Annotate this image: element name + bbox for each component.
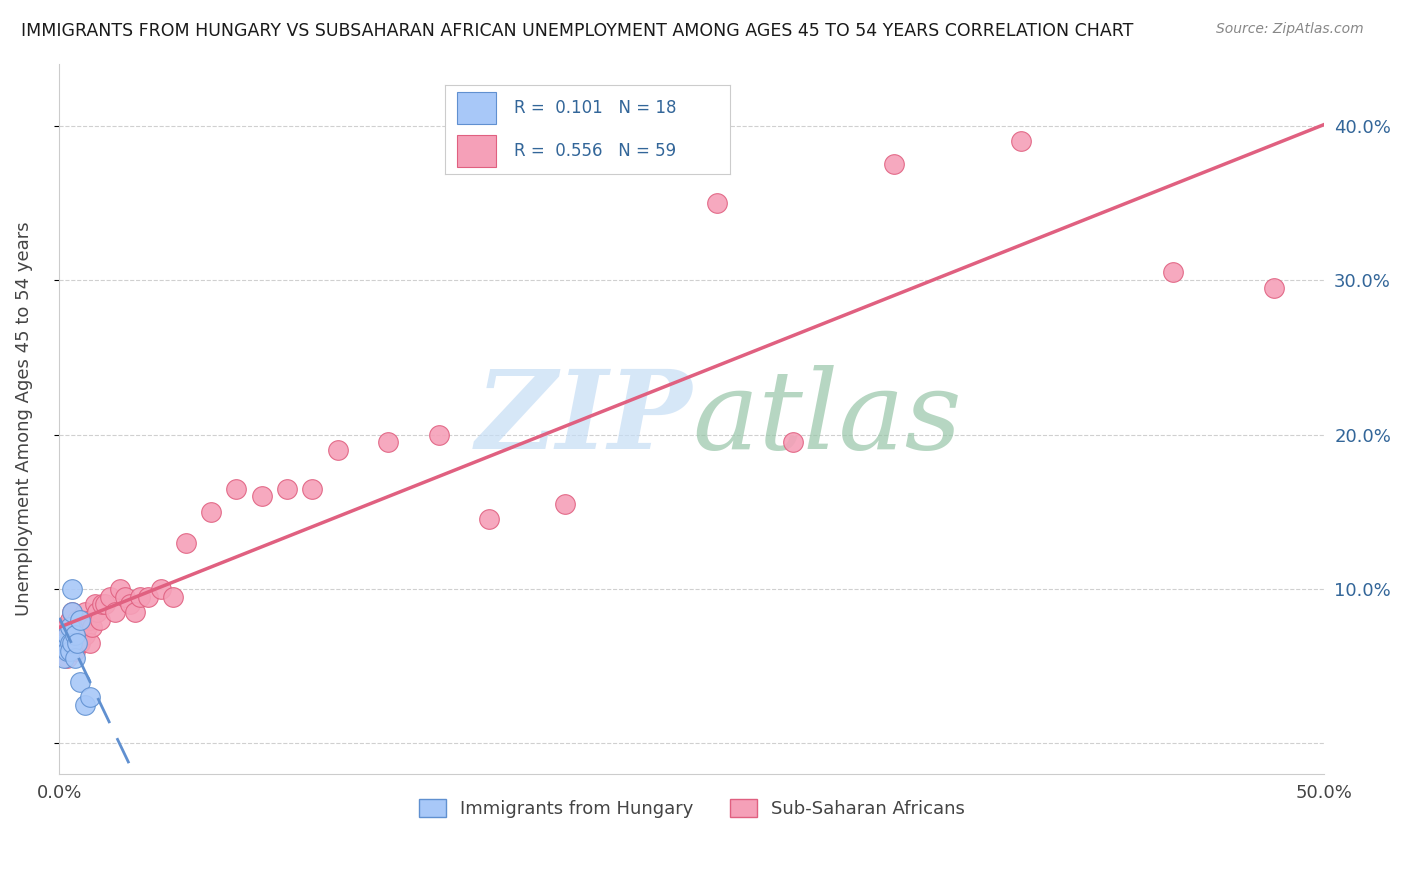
Point: [149, 582, 172, 596]
Point: [162, 590, 184, 604]
Point: [58, 613, 80, 627]
Point: [63, 620, 86, 634]
Point: [63, 628, 86, 642]
Point: [200, 505, 222, 519]
Point: [73, 605, 96, 619]
Point: [83, 597, 105, 611]
Point: [60, 605, 83, 619]
Point: [86, 605, 108, 619]
Text: IMMIGRANTS FROM HUNGARY VS SUBSAHARAN AFRICAN UNEMPLOYMENT AMONG AGES 45 TO 54 Y: IMMIGRANTS FROM HUNGARY VS SUBSAHARAN AF…: [21, 22, 1133, 40]
Point: [98, 590, 121, 604]
Point: [91, 597, 114, 611]
Point: [129, 590, 152, 604]
Point: [60, 628, 83, 642]
Point: [66, 636, 89, 650]
Point: [70, 628, 93, 642]
Point: [276, 482, 298, 496]
Point: [58, 643, 80, 657]
Point: [53, 651, 76, 665]
Point: [79, 690, 101, 704]
Point: [250, 489, 273, 503]
Point: [554, 497, 576, 511]
Point: [76, 620, 98, 634]
Legend: Immigrants from Hungary, Sub-Saharan Africans: Immigrants from Hungary, Sub-Saharan Afr…: [412, 792, 973, 825]
Point: [58, 620, 80, 634]
Point: [53, 628, 76, 642]
Point: [301, 482, 323, 496]
Point: [63, 628, 86, 642]
Point: [58, 643, 80, 657]
Point: [706, 196, 728, 211]
Point: [1263, 281, 1285, 295]
Point: [478, 512, 501, 526]
Point: [377, 435, 399, 450]
Point: [69, 674, 91, 689]
Point: [108, 582, 131, 596]
Point: [60, 605, 83, 619]
Text: atlas: atlas: [692, 366, 962, 473]
Point: [70, 613, 93, 627]
Text: ZIP: ZIP: [475, 366, 692, 473]
Point: [427, 427, 450, 442]
Point: [883, 157, 905, 171]
Point: [120, 597, 142, 611]
Point: [53, 636, 76, 650]
Point: [225, 482, 247, 496]
Point: [73, 628, 96, 642]
Point: [69, 620, 91, 634]
Point: [56, 636, 79, 650]
Point: [79, 636, 101, 650]
Point: [53, 636, 76, 650]
Point: [69, 636, 91, 650]
Point: [782, 435, 804, 450]
Point: [66, 636, 89, 650]
Point: [114, 590, 136, 604]
Point: [94, 597, 117, 611]
Point: [56, 651, 79, 665]
Y-axis label: Unemployment Among Ages 45 to 54 years: Unemployment Among Ages 45 to 54 years: [15, 222, 32, 616]
Point: [89, 613, 111, 627]
Point: [56, 636, 79, 650]
Point: [79, 613, 101, 627]
Point: [56, 643, 79, 657]
Point: [60, 643, 83, 657]
Point: [60, 582, 83, 596]
Point: [63, 651, 86, 665]
Point: [174, 535, 197, 549]
Text: Source: ZipAtlas.com: Source: ZipAtlas.com: [1216, 22, 1364, 37]
Point: [56, 628, 79, 642]
Point: [326, 442, 349, 457]
Point: [66, 613, 89, 627]
Point: [1010, 134, 1032, 148]
Point: [73, 698, 96, 712]
Point: [124, 605, 146, 619]
Point: [60, 636, 83, 650]
Point: [58, 636, 80, 650]
Point: [58, 628, 80, 642]
Point: [82, 620, 104, 634]
Point: [1161, 265, 1184, 279]
Point: [51, 643, 73, 657]
Point: [136, 590, 159, 604]
Point: [104, 605, 127, 619]
Point: [69, 613, 91, 627]
Point: [63, 643, 86, 657]
Point: [56, 620, 79, 634]
